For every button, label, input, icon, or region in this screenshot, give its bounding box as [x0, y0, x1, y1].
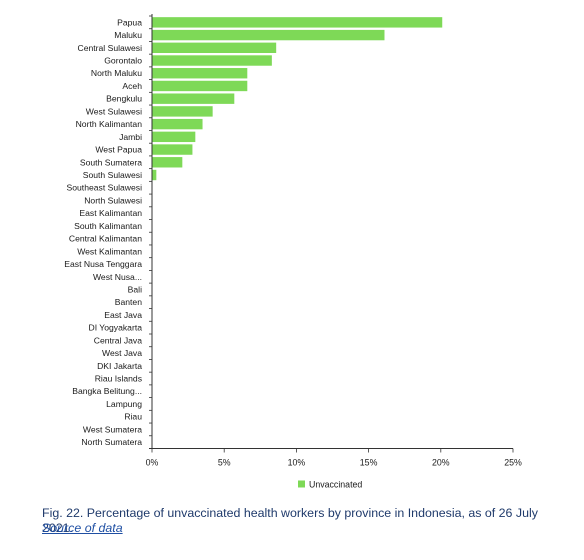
chart-area: Papua Maluku Central Sulawesi Gorontalo Nort…: [64, 14, 522, 489]
x-tick-label: 5%: [218, 457, 231, 467]
bar-papua: [152, 17, 443, 28]
legend-swatch: [298, 480, 305, 488]
y-tick-label: Central Sulawesi: [78, 43, 143, 53]
bar-jambi: [152, 131, 196, 143]
bar-south-sulawesi: [152, 169, 157, 181]
y-tick-label: Jambi: [119, 132, 142, 142]
y-tick-label: North Sumatera: [81, 437, 142, 447]
y-tick-label: Papua: [117, 17, 142, 27]
x-tick-label: 0%: [146, 457, 159, 467]
y-tick-label: South Sulawesi: [83, 170, 142, 180]
y-tick-label: West Sulawesi: [86, 106, 142, 116]
y-tick-label: Riau: [124, 412, 142, 422]
bar-chart: Papua Maluku Central Sulawesi Gorontalo Nort…: [64, 14, 522, 489]
y-tick-label: North Sulawesi: [84, 195, 142, 205]
y-tick-label: Central Kalimantan: [69, 234, 142, 244]
bar-north-kalimantan: [152, 118, 203, 130]
x-tick-label: 15%: [360, 457, 378, 467]
legend-label: Unvaccinated: [309, 479, 362, 489]
y-tick-label: Aceh: [122, 81, 142, 91]
y-tick-label: South Kalimantan: [74, 221, 142, 231]
y-tick-label: West Nusa...: [93, 272, 142, 282]
y-tick-label: Riau Islands: [95, 374, 142, 384]
y-tick-label: East Java: [104, 310, 142, 320]
y-tick-label: Bali: [128, 284, 142, 294]
bar-south-sumatera: [152, 157, 183, 168]
y-tick-label: Banten: [115, 297, 142, 307]
bar-bengkulu: [152, 93, 235, 104]
bar-west-sulawesi: [152, 106, 213, 117]
y-tick-label: West Papua: [95, 145, 142, 155]
bar-maluku: [152, 29, 385, 41]
y-tick-label: North Maluku: [91, 68, 142, 78]
y-tick-label: Bangka Belitung...: [72, 386, 142, 396]
y-tick-label: Central Java: [94, 335, 142, 345]
y-tick-label: Gorontalo: [104, 56, 142, 66]
y-tick-label: West Sumatera: [83, 424, 142, 434]
figure-caption: Fig. 22. Percentage of unvaccinated heal…: [42, 506, 538, 535]
y-tick-label: Lampung: [106, 399, 142, 409]
y-tick-label: DKI Jakarta: [97, 361, 142, 371]
y-tick-label: Maluku: [114, 30, 142, 40]
bar-aceh: [152, 80, 248, 92]
bar-gorontalo: [152, 55, 272, 66]
bar-north-maluku: [152, 68, 248, 79]
y-tick-label: Bengkulu: [106, 94, 142, 104]
x-tick-label: 10%: [288, 457, 306, 467]
y-tick-label: West Java: [102, 348, 142, 358]
bar-central-sulawesi: [152, 42, 277, 53]
x-tick-label: 25%: [504, 457, 522, 467]
source-of-data-link[interactable]: Source of data: [42, 521, 123, 535]
bar-west-papua: [152, 144, 193, 155]
x-tick-label: 20%: [432, 457, 450, 467]
y-tick-label: DI Yogyakarta: [88, 323, 142, 333]
y-tick-label: East Kalimantan: [79, 208, 142, 218]
y-tick-label: East Nusa Tenggara: [64, 259, 142, 269]
y-tick-label: West Kalimantan: [77, 246, 142, 256]
y-tick-label: North Kalimantan: [76, 119, 143, 129]
y-tick-label: Southeast Sulawesi: [67, 183, 143, 193]
y-tick-label: South Sumatera: [80, 157, 142, 167]
